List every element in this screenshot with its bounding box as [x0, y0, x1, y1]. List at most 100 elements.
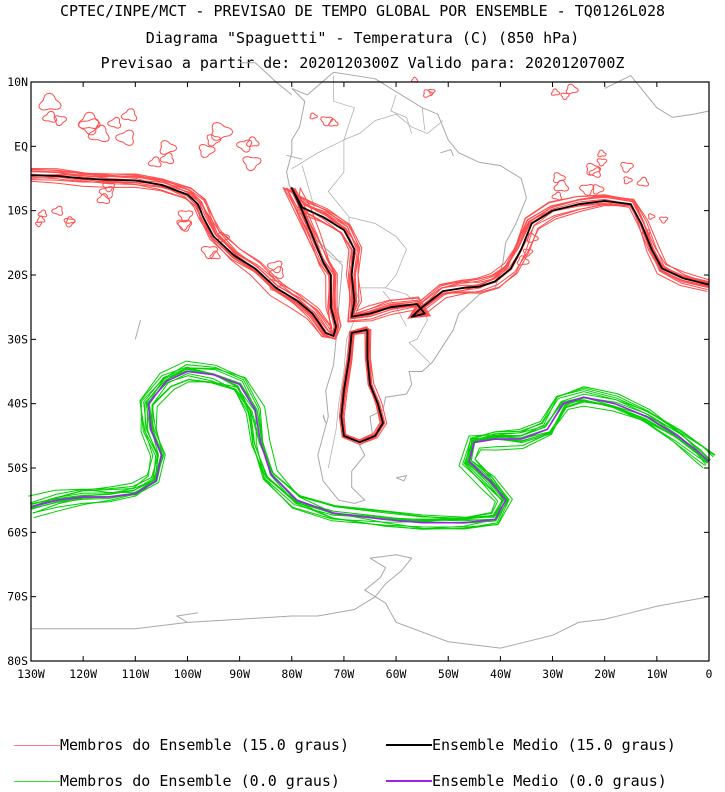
legend-swatch-mean-0 — [386, 780, 432, 782]
coastline-layer — [31, 62, 710, 649]
ensemble-mean-15c-line — [30, 174, 710, 337]
ensemble-member-15c-contour — [550, 88, 561, 96]
ensemble-member-15c-contour — [588, 167, 601, 178]
axis-ticks-layer: 130W 120W 110W 100W 90W 80W 70W 60W 50W 40W 30W 20W… — [7, 75, 712, 681]
ensemble-member-15c-contour — [53, 115, 68, 126]
ensemble-member-15c-contour — [552, 172, 566, 184]
country-border — [421, 107, 426, 131]
ensemble-member-15c-contour — [242, 156, 262, 172]
chart-title-line-1: CPTEC/INPE/MCT - PREVISAO DE TEMPO GLOBA… — [59, 2, 666, 20]
ensemble-member-15c-contour — [115, 129, 135, 146]
ensemble-member-15c-contour — [36, 215, 46, 223]
x-tick-label: 100W — [174, 667, 202, 681]
ensemble-member-15c-line — [30, 174, 708, 340]
ensemble-member-15c-contour — [63, 217, 76, 228]
country-border — [385, 287, 431, 364]
coastline-segment — [286, 154, 303, 160]
ensemble-member-15c-line — [30, 179, 710, 341]
y-tick-label: 30S — [7, 332, 28, 346]
y-tick-label: 50S — [7, 461, 28, 475]
ensemble-member-15c-contour — [553, 179, 570, 192]
legend-item-mean-0: Ensemble Medio (0.0 graus) — [386, 772, 667, 790]
ensemble-member-15c-contour — [659, 216, 669, 224]
ensemble-member-15c-contour — [309, 112, 318, 120]
country-border — [314, 242, 343, 263]
ensemble-member-15c-contour — [551, 191, 563, 201]
legend-label-mean-15: Ensemble Medio (15.0 graus) — [432, 736, 676, 754]
legend-swatch-members-0 — [14, 780, 60, 782]
ensemble-member-15c-contour — [516, 255, 530, 266]
ensemble-member-15c-contour — [620, 161, 634, 173]
ensemble-member-15c-line — [30, 180, 710, 340]
coastline-segment — [134, 319, 141, 340]
coastline-segment — [239, 62, 293, 96]
x-tick-label: 70W — [334, 667, 355, 681]
ensemble-member-15c-contour — [267, 260, 283, 274]
y-tick-label: 20S — [7, 268, 28, 282]
y-tick-label: 80S — [7, 654, 28, 668]
ensemble-member-15c-contour — [641, 229, 651, 237]
ensemble-member-15c-contour — [102, 182, 116, 193]
ensemble-member-15c-contour — [98, 186, 115, 199]
ensemble-member-15c-contour — [565, 83, 579, 95]
coastline-segment — [395, 475, 408, 482]
ensemble-member-0c-line — [30, 370, 709, 530]
coastline-segment — [363, 557, 710, 649]
ensemble-member-15c-line — [31, 168, 710, 336]
ensemble-member-15c-line — [30, 173, 710, 340]
ensemble-member-15c-contour — [209, 250, 221, 260]
ensemble-member-15c-contour — [623, 176, 633, 185]
ensemble-member-15c-contour — [147, 156, 162, 168]
ensemble-member-15c-contour — [120, 108, 138, 122]
ensemble-member-15c-contour — [411, 76, 419, 83]
x-tick-label: 40W — [490, 667, 511, 681]
ensemble-member-15c-contour — [246, 136, 260, 147]
country-border — [390, 94, 413, 134]
country-border — [327, 113, 444, 289]
legend-item-members-0: Membros do Ensemble (0.0 graus) — [14, 772, 340, 790]
ensemble-member-15c-contour — [526, 232, 539, 243]
x-tick-label: 0 — [706, 667, 713, 681]
ensemble-member-15c-contour — [96, 193, 111, 205]
legend-item-mean-15: Ensemble Medio (15.0 graus) — [386, 736, 676, 754]
ensemble-member-15c-contour — [523, 248, 534, 257]
ensemble-member-15c-contour — [37, 209, 48, 218]
ensemble-member-15c-contour — [77, 111, 101, 130]
ensemble-member-15c-contour — [51, 205, 64, 216]
ensemble-member-15c-line — [30, 175, 709, 331]
ensemble-member-15c-contour — [428, 88, 436, 95]
ensemble-member-15c-contour — [34, 221, 43, 228]
y-tick-label: 10S — [7, 204, 28, 218]
coastline-segment — [604, 74, 710, 118]
x-tick-label: 60W — [386, 667, 407, 681]
country-border — [291, 75, 355, 170]
x-tick-label: 50W — [438, 667, 459, 681]
coastline-segment — [31, 554, 413, 630]
y-tick-label: EQ — [14, 139, 28, 153]
ensemble-member-15c-contour — [177, 210, 194, 223]
ensemble-member-15c-contour — [268, 266, 284, 279]
ensemble-member-15c-contour — [597, 149, 607, 158]
ensemble-members-layer — [28, 76, 716, 530]
ensemble-member-15c-contour — [560, 92, 570, 101]
ensemble-member-15c-contour — [206, 134, 222, 147]
ensemble-member-15c-contour — [328, 118, 339, 127]
plot-frame — [30, 81, 710, 662]
y-tick-label: 60S — [7, 525, 28, 539]
ensemble-member-0c-line — [32, 364, 710, 521]
x-tick-label: 80W — [281, 667, 302, 681]
ensemble-member-15c-contour — [236, 139, 253, 153]
ensemble-member-15c-contour — [177, 220, 193, 232]
y-tick-label: 40S — [7, 397, 28, 411]
coastline-segment — [322, 414, 327, 424]
ensemble-member-15c-contour — [38, 92, 62, 111]
x-tick-label: 20W — [594, 667, 615, 681]
y-tick-label: 10N — [7, 75, 28, 89]
legend-swatch-members-15 — [14, 744, 60, 746]
y-tick-label: 70S — [7, 590, 28, 604]
ensemble-member-15c-contour — [159, 152, 175, 165]
ensemble-member-15c-contour — [636, 176, 650, 187]
x-tick-label: 90W — [229, 667, 250, 681]
ensemble-member-15c-contour — [647, 213, 656, 220]
